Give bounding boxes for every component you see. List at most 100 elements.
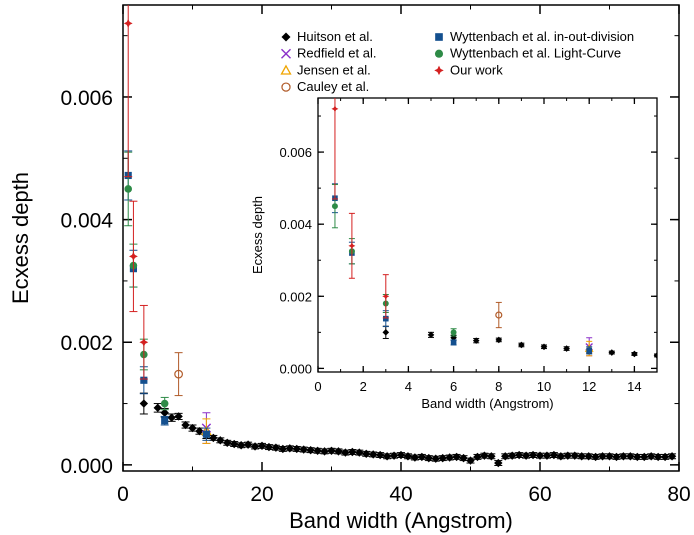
inset-point (427, 331, 435, 339)
main-point (640, 452, 649, 462)
main-xtick-label: 0 (117, 483, 129, 506)
main-point (438, 453, 447, 463)
legend-label: Huitson et al. (297, 29, 373, 44)
main-point (123, 18, 133, 28)
main-point (327, 446, 336, 455)
main-point (124, 185, 132, 193)
main-point (341, 448, 350, 457)
main-point (188, 423, 197, 433)
inset-series-3 (495, 301, 503, 329)
main-point (542, 451, 552, 460)
inset-xtick-label: 10 (537, 379, 551, 394)
main-point (313, 446, 322, 455)
main-point (459, 453, 468, 463)
main-point (403, 452, 413, 461)
main-errorbar (174, 352, 183, 397)
legend-marker (434, 65, 444, 76)
main-point (647, 452, 656, 461)
main-point (334, 447, 343, 456)
main-point (167, 413, 176, 422)
inset-xtick-label: 2 (360, 379, 367, 394)
inset-point (540, 343, 548, 351)
main-ytick-label: 0.006 (60, 87, 113, 110)
main-point (612, 452, 621, 462)
main-point (348, 447, 357, 457)
main-point (445, 453, 454, 462)
legend-item: Huitson et al. (281, 29, 373, 44)
main-point (355, 448, 364, 457)
main-point (528, 450, 538, 460)
main-points (123, 5, 677, 468)
main-point (473, 452, 482, 462)
main-point (243, 440, 253, 449)
legend-label: Wyttenbach et al. Light-Curve (450, 46, 621, 61)
inset-errorbar (654, 353, 657, 358)
main-xtick-label: 60 (528, 483, 551, 506)
main-point (257, 441, 267, 451)
inset-ytick-label: 0.004 (279, 217, 312, 232)
main-point (250, 442, 260, 451)
inset-xtick-label: 0 (314, 379, 321, 394)
main-xlabel: Band width (Angstrom) (289, 508, 513, 533)
inset-point (382, 315, 389, 322)
legend-item: Jensen et al. (280, 62, 371, 77)
main-point (570, 451, 579, 460)
main-point (139, 337, 149, 347)
main-point (285, 444, 294, 453)
main-point (369, 450, 378, 459)
main-point (563, 451, 572, 460)
main-point (140, 376, 148, 384)
inset-series-6 (331, 98, 390, 319)
main-xtick-label: 20 (250, 483, 273, 506)
legend-marker (281, 32, 291, 42)
main-point (181, 420, 190, 430)
main-point (292, 444, 301, 454)
main-point (389, 451, 399, 460)
main-ytick-label: 0.004 (60, 210, 113, 233)
main-point (577, 452, 586, 461)
main-point (521, 451, 531, 460)
legend-item: Wyttenbach et al. in-out-division (435, 29, 634, 44)
inset-point (382, 329, 390, 336)
main-point (216, 436, 225, 445)
inset-point (495, 311, 503, 319)
inset-plot-area (318, 98, 657, 372)
legend-item: Wyttenbach et al. Light-Curve (434, 46, 621, 61)
inset-ytick-label: 0.000 (279, 361, 312, 376)
main-point (299, 445, 308, 454)
legend-item: Cauley et al. (281, 79, 369, 94)
main-point (230, 439, 239, 449)
inset-frame (317, 97, 658, 373)
main-ylabel: Ecxess depth (8, 172, 33, 304)
main-point (424, 453, 433, 463)
inset-ytick-label: 0.006 (279, 145, 312, 160)
main-point (584, 452, 593, 461)
inset-xtick-label: 8 (495, 379, 502, 394)
main-point (236, 441, 246, 450)
legend-item: Our work (434, 62, 503, 77)
main-point (417, 452, 427, 462)
inset-xtick-label: 14 (627, 379, 641, 394)
main-point (598, 452, 607, 461)
inset-point (495, 336, 503, 344)
main-point (174, 369, 183, 379)
inset-point (348, 242, 356, 250)
main-point (362, 449, 371, 459)
inset-point (586, 347, 593, 354)
main-point (549, 450, 559, 460)
main-xtick-label: 40 (389, 483, 412, 506)
main-point (660, 452, 670, 462)
main-point (508, 451, 517, 460)
main-point (153, 403, 162, 413)
main-point (431, 454, 440, 463)
inset-xlabel: Band width (Angstrom) (421, 396, 553, 411)
inset-ylabel: Ecxess depth (250, 196, 265, 274)
inset-xtick-label: 4 (405, 379, 412, 394)
legend: Huitson et al. Redfield et al.Jensen et a… (280, 29, 634, 94)
main-point (494, 458, 503, 468)
legend-marker (434, 49, 444, 58)
legend-marker (281, 82, 291, 92)
main-point (514, 450, 524, 460)
legend-item: Redfield et al. (281, 46, 377, 61)
legend-label: Cauley et al. (297, 79, 369, 94)
